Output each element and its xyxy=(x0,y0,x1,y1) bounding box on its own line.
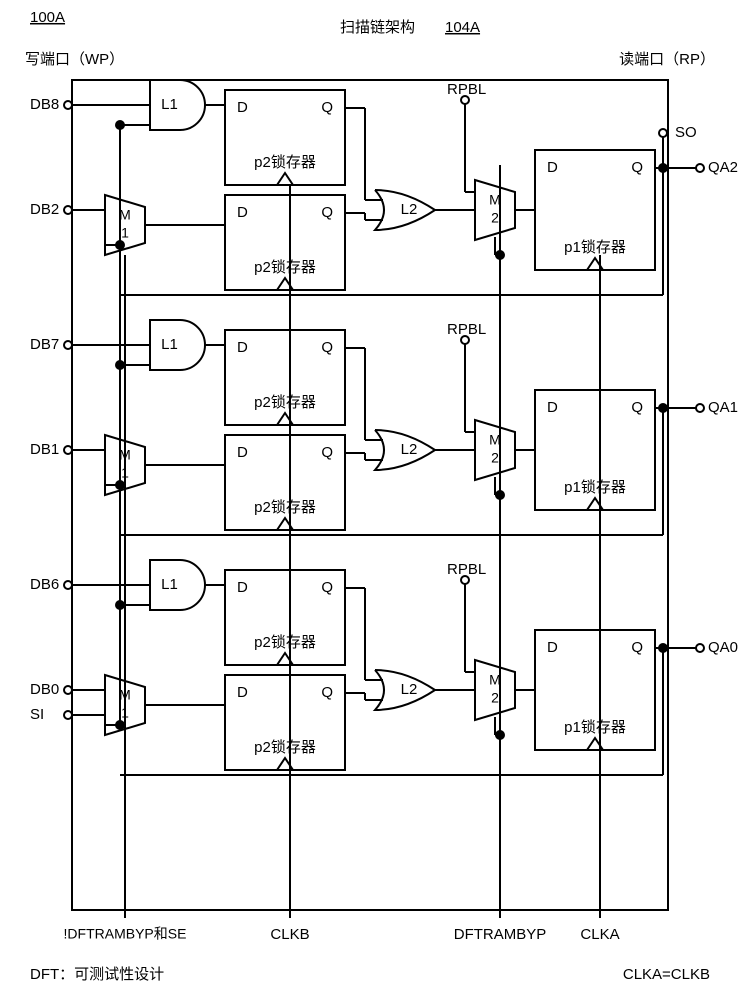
svg-text:!DFTRAMBYP和SE: !DFTRAMBYP和SE xyxy=(64,926,187,942)
svg-text:D: D xyxy=(547,159,558,176)
svg-text:SO: SO xyxy=(675,124,697,141)
svg-text:D: D xyxy=(547,639,558,656)
svg-text:p2锁存器: p2锁存器 xyxy=(254,634,316,651)
svg-text:L1: L1 xyxy=(161,96,178,113)
svg-text:Q: Q xyxy=(631,399,643,416)
svg-text:Q: Q xyxy=(321,204,333,221)
svg-text:SI: SI xyxy=(30,706,44,723)
svg-text:写端口（WP）: 写端口（WP） xyxy=(25,51,124,68)
svg-text:D: D xyxy=(237,339,248,356)
svg-text:L2: L2 xyxy=(401,441,418,458)
svg-text:D: D xyxy=(547,399,558,416)
svg-text:2: 2 xyxy=(491,690,499,706)
svg-text:Q: Q xyxy=(321,684,333,701)
svg-text:CLKA: CLKA xyxy=(580,926,619,943)
svg-text:1: 1 xyxy=(121,225,129,241)
svg-text:D: D xyxy=(237,444,248,461)
svg-text:2: 2 xyxy=(491,450,499,466)
svg-text:2: 2 xyxy=(491,210,499,226)
svg-text:CLKA=CLKB: CLKA=CLKB xyxy=(623,966,710,983)
svg-text:p1锁存器: p1锁存器 xyxy=(564,239,626,256)
svg-text:Q: Q xyxy=(631,159,643,176)
svg-text:Q: Q xyxy=(321,444,333,461)
svg-text:QA0: QA0 xyxy=(708,639,738,656)
svg-text:扫描链架构: 扫描链架构 xyxy=(340,19,415,36)
svg-text:读端口（RP）: 读端口（RP） xyxy=(619,51,715,68)
svg-text:DB2: DB2 xyxy=(30,201,59,218)
svg-text:DFT：可测试性设计: DFT：可测试性设计 xyxy=(30,966,164,983)
svg-text:DB0: DB0 xyxy=(30,681,59,698)
svg-text:p1锁存器: p1锁存器 xyxy=(564,719,626,736)
svg-text:p1锁存器: p1锁存器 xyxy=(564,479,626,496)
svg-text:D: D xyxy=(237,684,248,701)
svg-text:100A: 100A xyxy=(30,9,65,26)
svg-text:DB8: DB8 xyxy=(30,96,59,113)
svg-text:L2: L2 xyxy=(401,681,418,698)
svg-text:DB6: DB6 xyxy=(30,576,59,593)
svg-text:DB7: DB7 xyxy=(30,336,59,353)
svg-text:Q: Q xyxy=(321,339,333,356)
svg-text:L1: L1 xyxy=(161,336,178,353)
svg-text:D: D xyxy=(237,99,248,116)
svg-text:L1: L1 xyxy=(161,576,178,593)
svg-text:QA2: QA2 xyxy=(708,159,738,176)
svg-text:Q: Q xyxy=(631,639,643,656)
svg-text:p2锁存器: p2锁存器 xyxy=(254,154,316,171)
svg-text:L2: L2 xyxy=(401,201,418,218)
svg-text:QA1: QA1 xyxy=(708,399,738,416)
svg-text:D: D xyxy=(237,204,248,221)
svg-text:p2锁存器: p2锁存器 xyxy=(254,739,316,756)
svg-text:DFTRAMBYP: DFTRAMBYP xyxy=(454,926,547,943)
svg-text:DB1: DB1 xyxy=(30,441,59,458)
svg-text:104A: 104A xyxy=(445,19,480,36)
svg-text:p2锁存器: p2锁存器 xyxy=(254,499,316,516)
svg-text:D: D xyxy=(237,579,248,596)
svg-text:Q: Q xyxy=(321,579,333,596)
svg-text:CLKB: CLKB xyxy=(270,926,309,943)
svg-text:Q: Q xyxy=(321,99,333,116)
svg-text:p2锁存器: p2锁存器 xyxy=(254,259,316,276)
svg-text:p2锁存器: p2锁存器 xyxy=(254,394,316,411)
